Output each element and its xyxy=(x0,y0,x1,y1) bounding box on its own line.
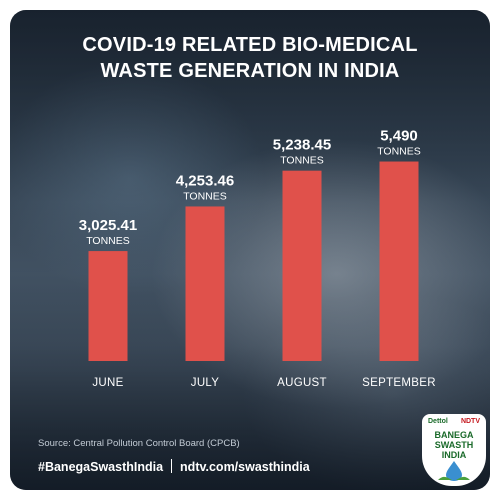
logo-brand-left: Dettol xyxy=(428,418,448,425)
logo-brand-right: NDTV xyxy=(460,418,480,425)
bar-september xyxy=(379,161,419,361)
category-label: SEPTEMBER xyxy=(362,377,436,389)
chart-title-line-2: WASTE GENERATION IN INDIA xyxy=(100,60,400,82)
bar-unit-label: TONNES xyxy=(377,146,421,158)
logo-line-2: SWASTH xyxy=(434,440,474,450)
logo-line-1: BANEGA xyxy=(434,430,474,440)
infographic-card: COVID-19 RELATED BIO-MEDICAL WASTE GENER… xyxy=(10,10,490,490)
hashtag-text: #BanegaSwasthIndia xyxy=(38,460,164,474)
bar-value-label: 5,238.45 xyxy=(273,137,331,154)
bar-value-label: 4,253.46 xyxy=(176,172,234,189)
water-drop-icon xyxy=(438,461,470,481)
chart-title-line-1: COVID-19 RELATED BIO-MEDICAL xyxy=(82,34,418,56)
banega-swasth-india-logo: Dettol NDTV BANEGA SWASTH INDIA xyxy=(422,414,486,486)
bar-august xyxy=(282,170,322,361)
bar-june xyxy=(88,251,128,361)
bar-july xyxy=(185,206,225,361)
chart-title: COVID-19 RELATED BIO-MEDICAL WASTE GENER… xyxy=(10,32,490,84)
bar-value-label: 5,490 xyxy=(380,128,418,145)
bar-value-label: 3,025.41 xyxy=(79,217,137,234)
logo-line-3: INDIA xyxy=(441,450,467,460)
footer-bar: #BanegaSwasthIndia ndtv.com/swasthindia xyxy=(38,459,310,474)
bar-unit-label: TONNES xyxy=(86,235,130,247)
bar-unit-label: TONNES xyxy=(183,190,227,202)
source-note: Source: Central Pollution Control Board … xyxy=(38,438,240,449)
bar-chart: TONNES3,025.41JUNETONNES4,253.46JULYTONN… xyxy=(79,128,436,389)
category-label: AUGUST xyxy=(277,377,327,389)
footer-divider xyxy=(171,459,173,473)
category-label: JULY xyxy=(191,377,219,389)
category-label: JUNE xyxy=(92,377,123,389)
bar-unit-label: TONNES xyxy=(280,155,324,167)
footer-url-link[interactable]: ndtv.com/swasthindia xyxy=(180,460,310,474)
